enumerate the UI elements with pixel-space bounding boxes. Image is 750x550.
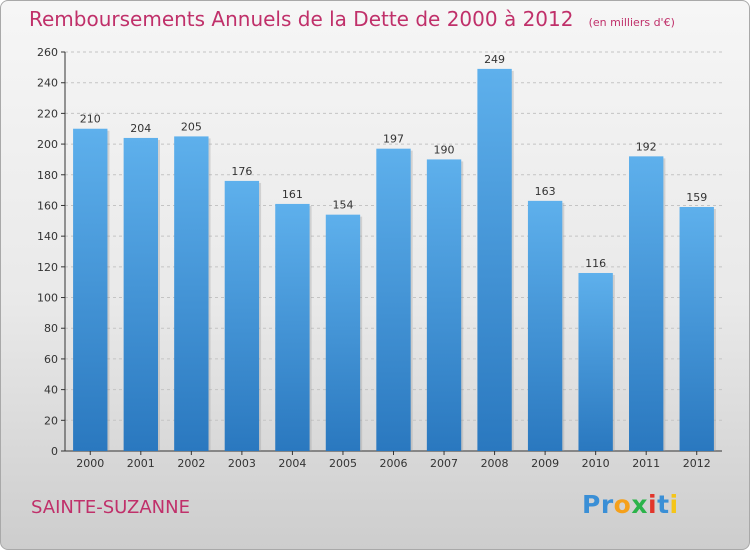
commune-name: SAINTE-SUZANNE (31, 497, 190, 518)
x-tick-label-2005: 2005 (329, 457, 357, 470)
y-tick-label: 20 (44, 414, 58, 427)
data-label-2006: 197 (383, 133, 404, 146)
bar-2009 (527, 200, 563, 451)
x-tick-label-2012: 2012 (683, 457, 711, 470)
bar-2005 (325, 214, 361, 451)
bar-2003 (224, 180, 260, 451)
logo-letter: i (669, 490, 679, 519)
data-label-2004: 161 (282, 188, 303, 201)
x-tick-label-2003: 2003 (228, 457, 256, 470)
chart-header: Remboursements Annuels de la Dette de 20… (29, 7, 675, 31)
y-tick-label: 60 (44, 353, 58, 366)
y-tick-label: 120 (37, 261, 58, 274)
x-tick-label-2001: 2001 (127, 457, 155, 470)
bar-2012 (679, 206, 714, 451)
data-label-2007: 190 (434, 143, 455, 156)
y-tick-label: 160 (37, 199, 58, 212)
data-label-2010: 116 (585, 257, 606, 270)
logo-letter: r (600, 490, 614, 519)
y-tick-label: 0 (51, 445, 58, 458)
logo-letter: o (613, 490, 632, 519)
data-label-2003: 176 (231, 165, 252, 178)
y-tick-label: 200 (37, 138, 58, 151)
data-label-2012: 159 (686, 191, 707, 204)
data-label-2001: 204 (130, 122, 151, 135)
bar-2001 (123, 137, 158, 451)
bar-2004 (275, 203, 310, 451)
x-tick-label-2004: 2004 (278, 457, 306, 470)
y-tick-label: 140 (37, 230, 58, 243)
bar-2000 (73, 128, 108, 451)
chart-title: Remboursements Annuels de la Dette de 20… (29, 7, 574, 31)
y-tick-label: 240 (37, 77, 58, 90)
x-tick-label-2010: 2010 (582, 457, 610, 470)
y-tick-label: 40 (44, 384, 58, 397)
x-tick-label-2008: 2008 (481, 457, 509, 470)
x-tick-label-2002: 2002 (177, 457, 205, 470)
x-tick-label-2006: 2006 (380, 457, 408, 470)
bar-2010 (578, 272, 613, 451)
x-tick-label-2007: 2007 (430, 457, 458, 470)
y-tick-label: 260 (37, 46, 58, 59)
y-tick-label: 80 (44, 322, 58, 335)
bar-2006 (376, 148, 411, 451)
bar-2007 (426, 159, 462, 451)
x-tick-label-2009: 2009 (531, 457, 559, 470)
logo-letter: x (631, 490, 648, 519)
data-label-2002: 205 (181, 120, 202, 133)
bar-2011 (629, 156, 664, 451)
y-tick-label: 220 (37, 107, 58, 120)
y-tick-label: 180 (37, 169, 58, 182)
data-label-2011: 192 (636, 140, 657, 153)
x-tick-label-2011: 2011 (632, 457, 660, 470)
data-label-2005: 154 (332, 199, 353, 212)
data-label-2000: 210 (80, 113, 101, 126)
x-tick-label-2000: 2000 (76, 457, 104, 470)
y-tick-label: 100 (37, 292, 58, 305)
proxiti-logo: Proxiti (582, 490, 679, 519)
logo-letter: i (648, 490, 658, 519)
bar-2002 (174, 136, 209, 451)
logo-letter: t (657, 490, 670, 519)
logo-letter: P (582, 490, 601, 519)
bar-2008 (477, 68, 512, 451)
data-label-2009: 163 (535, 185, 556, 198)
chart-subtitle: (en milliers d'€) (588, 16, 675, 29)
data-label-2008: 249 (484, 53, 505, 66)
